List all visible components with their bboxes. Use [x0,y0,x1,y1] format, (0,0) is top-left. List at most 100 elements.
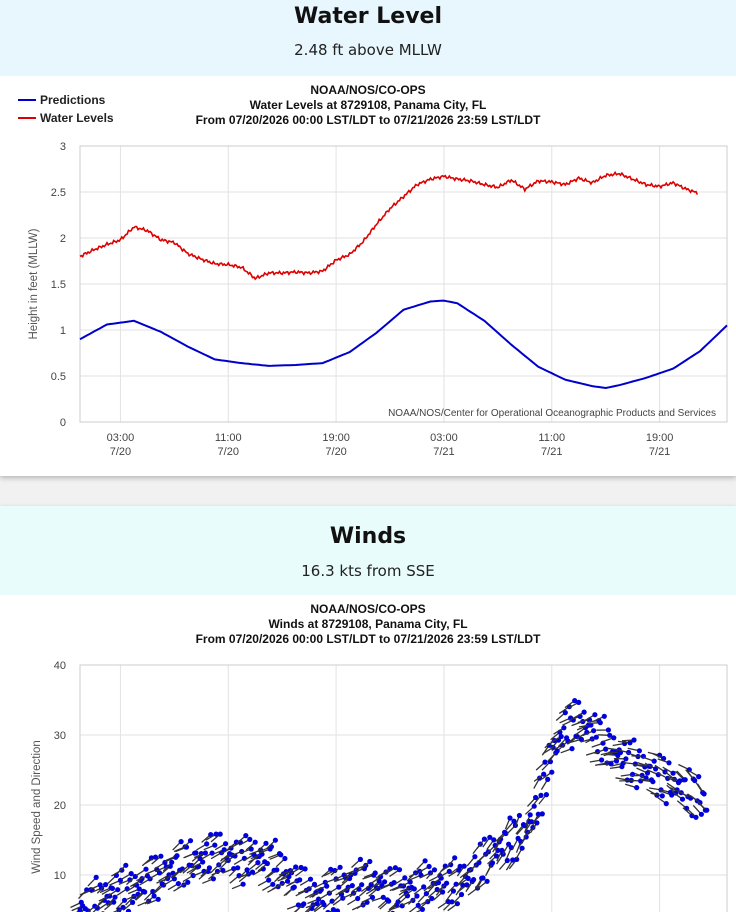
wind-point [431,867,438,873]
wind-point [316,896,322,902]
winds-title: Winds [329,524,407,549]
wind-point [493,853,500,859]
wind-point [545,776,551,782]
wind-point [77,907,83,912]
wind-point [440,889,446,895]
wd-y-tick-label: 10 [54,870,66,882]
wind-point [330,907,336,912]
wind-point [161,882,167,888]
legend-water-levels-label: Water Levels [40,111,114,125]
wind-point [599,757,605,763]
winds-subtitle: 16.3 kts from SSE [301,562,435,580]
wind-point [427,870,434,876]
wind-point [204,841,210,847]
wind-point [510,857,516,863]
wind-point [613,758,620,764]
wind-point [282,855,288,862]
wind-point [193,850,199,856]
wind-point [93,874,99,880]
wind-point [538,792,544,798]
wind-point [391,880,397,886]
wind-point [252,839,258,845]
water-levels-series-line [79,170,699,281]
wind-point [666,760,672,766]
wind-point [355,895,361,902]
wind-point [359,882,365,888]
wind-point [620,760,626,766]
wind-point [696,774,702,780]
wind-point [156,870,163,876]
wind-point [115,887,121,893]
wind-point [636,748,643,754]
winds-chart: NOAA/NOS/CO-OPS Winds at 8729108, Panama… [31,602,728,912]
wind-point [600,740,606,746]
wind-point [452,855,458,861]
wind-point [601,713,607,719]
wind-point [487,834,493,840]
wind-point [457,863,463,869]
wind-point [682,777,688,783]
wd-header-line-2: Winds at 8729108, Panama City, FL [268,617,467,631]
wind-point [210,876,216,882]
legend-predictions-label: Predictions [40,93,106,107]
wind-point [270,881,276,887]
wind-point [603,746,609,752]
wl-y-tick-label: 3 [60,141,66,153]
wind-point [247,836,253,842]
water-level-header: Water Level 2.48 ft above MLLW [0,0,736,76]
wl-x-tick-time: 11:00 [215,432,242,444]
wind-point [266,877,272,883]
wind-point [297,877,303,883]
wind-point [212,842,218,848]
wind-point [123,862,129,868]
wl-y-tick-label: 1 [60,325,66,337]
wl-plot-frame [79,145,728,423]
wind-point [698,811,705,817]
wl-y-tick-label: 2 [60,233,66,245]
wd-y-axis-label: Wind Speed and Direction [31,740,43,874]
wind-point [677,778,683,784]
wind-point [454,901,460,907]
wind-point [543,792,550,798]
wind-point [423,891,429,897]
wl-y-tick-label: 1.5 [51,279,66,291]
wl-header-line-1: NOAA/NOS/CO-OPS [310,83,425,97]
wind-point [572,698,578,704]
wind-point [103,882,109,888]
wind-point [679,796,686,802]
wl-y-tick-label: 0 [60,417,66,429]
wind-point [249,869,256,875]
wind-point [169,859,175,865]
wind-point [593,734,599,740]
wind-point [202,850,208,856]
wind-point [243,833,249,839]
wind-point [623,756,629,762]
wind-point [248,846,254,852]
wind-point [650,779,656,785]
predictions-series-line [79,299,728,390]
wind-point [693,814,699,820]
wind-point [334,908,341,912]
wind-point [554,748,560,754]
wind-point [446,868,452,874]
wind-point [421,884,427,890]
wind-point [307,876,314,882]
wind-point [644,770,651,776]
wind-point [591,728,597,734]
wind-point [576,699,582,705]
wind-point [274,867,280,873]
wind-point [597,720,603,726]
wind-point [112,894,118,900]
wl-x-tick-date: 7/21 [649,446,670,458]
wind-point [332,867,338,874]
wind-point [152,854,159,860]
wind-point [402,875,408,881]
wd-y-tick-label: 30 [54,730,66,742]
winds-header: Winds 16.3 kts from SSE [0,506,736,595]
wind-point [541,771,547,777]
wind-point [178,839,184,845]
wd-plot-frame [79,664,728,912]
wl-x-tick-date: 7/21 [541,446,562,458]
wind-point [407,879,413,885]
wind-point [235,865,241,871]
